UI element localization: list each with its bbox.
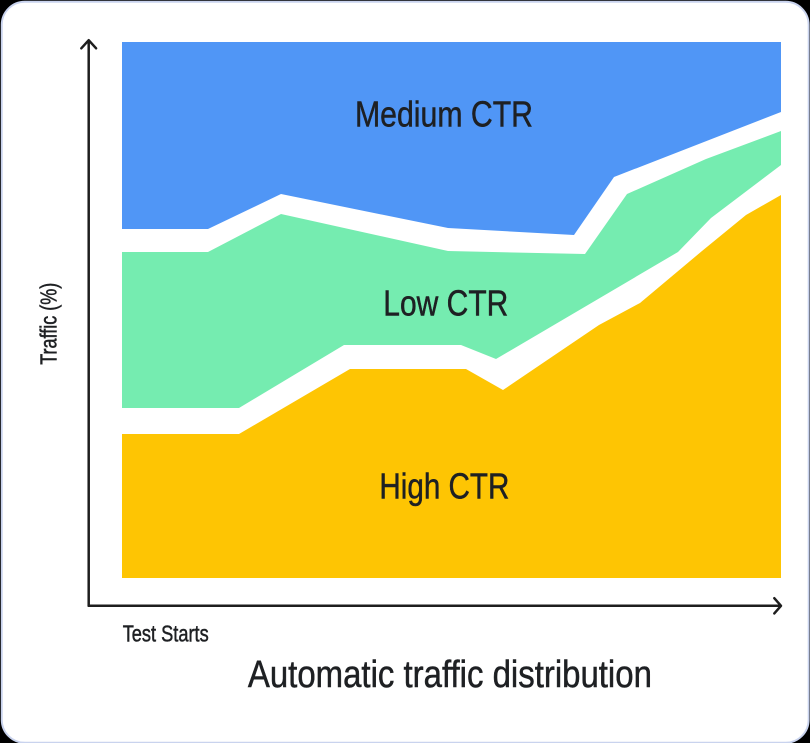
svg-text:Low CTR: Low CTR — [383, 283, 508, 324]
svg-text:Test Starts: Test Starts — [123, 621, 209, 647]
svg-text:Medium CTR: Medium CTR — [355, 93, 533, 134]
svg-text:Traffic (%): Traffic (%) — [36, 283, 62, 365]
svg-text:Automatic traffic distribution: Automatic traffic distribution — [248, 654, 652, 696]
svg-text:High CTR: High CTR — [379, 466, 509, 507]
